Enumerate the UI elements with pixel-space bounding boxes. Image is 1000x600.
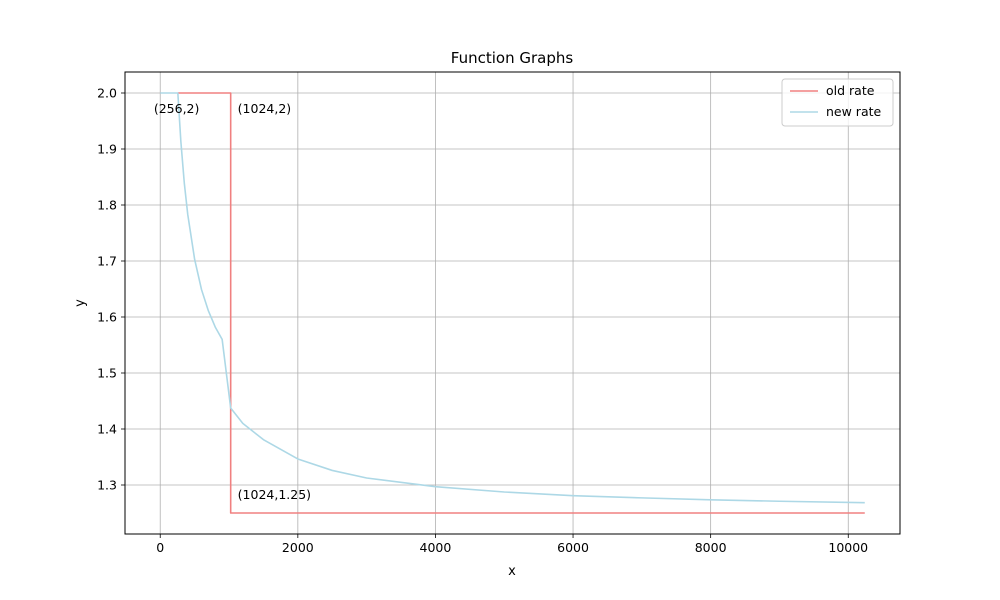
annotation-label: (1024,1.25) [238, 487, 311, 502]
x-axis-label: x [508, 564, 516, 579]
y-tick-label: 1.8 [97, 198, 117, 213]
grid-layer [125, 72, 900, 534]
legend-label-new-rate: new rate [826, 104, 882, 119]
x-tick-label: 8000 [695, 540, 727, 555]
x-tick-label: 0 [156, 540, 164, 555]
x-tick-label: 2000 [282, 540, 314, 555]
y-tick-label: 2.0 [97, 86, 117, 101]
y-tick-label: 1.4 [97, 422, 117, 437]
chart-title: Function Graphs [451, 49, 574, 67]
series-line-new-rate [160, 92, 865, 504]
tick-layer: 0 2000 4000 6000 8000 10000 1.3 1.4 1.5 1.6 1.7 1.8… [97, 86, 868, 556]
legend-label-old-rate: old rate [826, 83, 875, 98]
y-tick-label: 1.6 [97, 310, 117, 325]
y-tick-label: 1.5 [97, 366, 117, 381]
series-line-old-rate [177, 92, 865, 514]
annotation-label: (1024,2) [238, 101, 292, 116]
annotation-layer: (256,2) (1024,2) (1024,1.25) [154, 101, 311, 502]
x-tick-label: 4000 [420, 540, 452, 555]
series-layer [160, 92, 865, 514]
y-tick-label: 1.3 [97, 478, 117, 493]
x-tick-label: 6000 [557, 540, 589, 555]
y-tick-label: 1.7 [97, 254, 117, 269]
legend: old rate new rate [781, 78, 894, 127]
y-axis-label: y [73, 299, 88, 307]
y-tick-label: 1.9 [97, 142, 117, 157]
x-tick-label: 10000 [828, 540, 868, 555]
plot-frame [124, 71, 901, 535]
annotation-label: (256,2) [154, 101, 200, 116]
